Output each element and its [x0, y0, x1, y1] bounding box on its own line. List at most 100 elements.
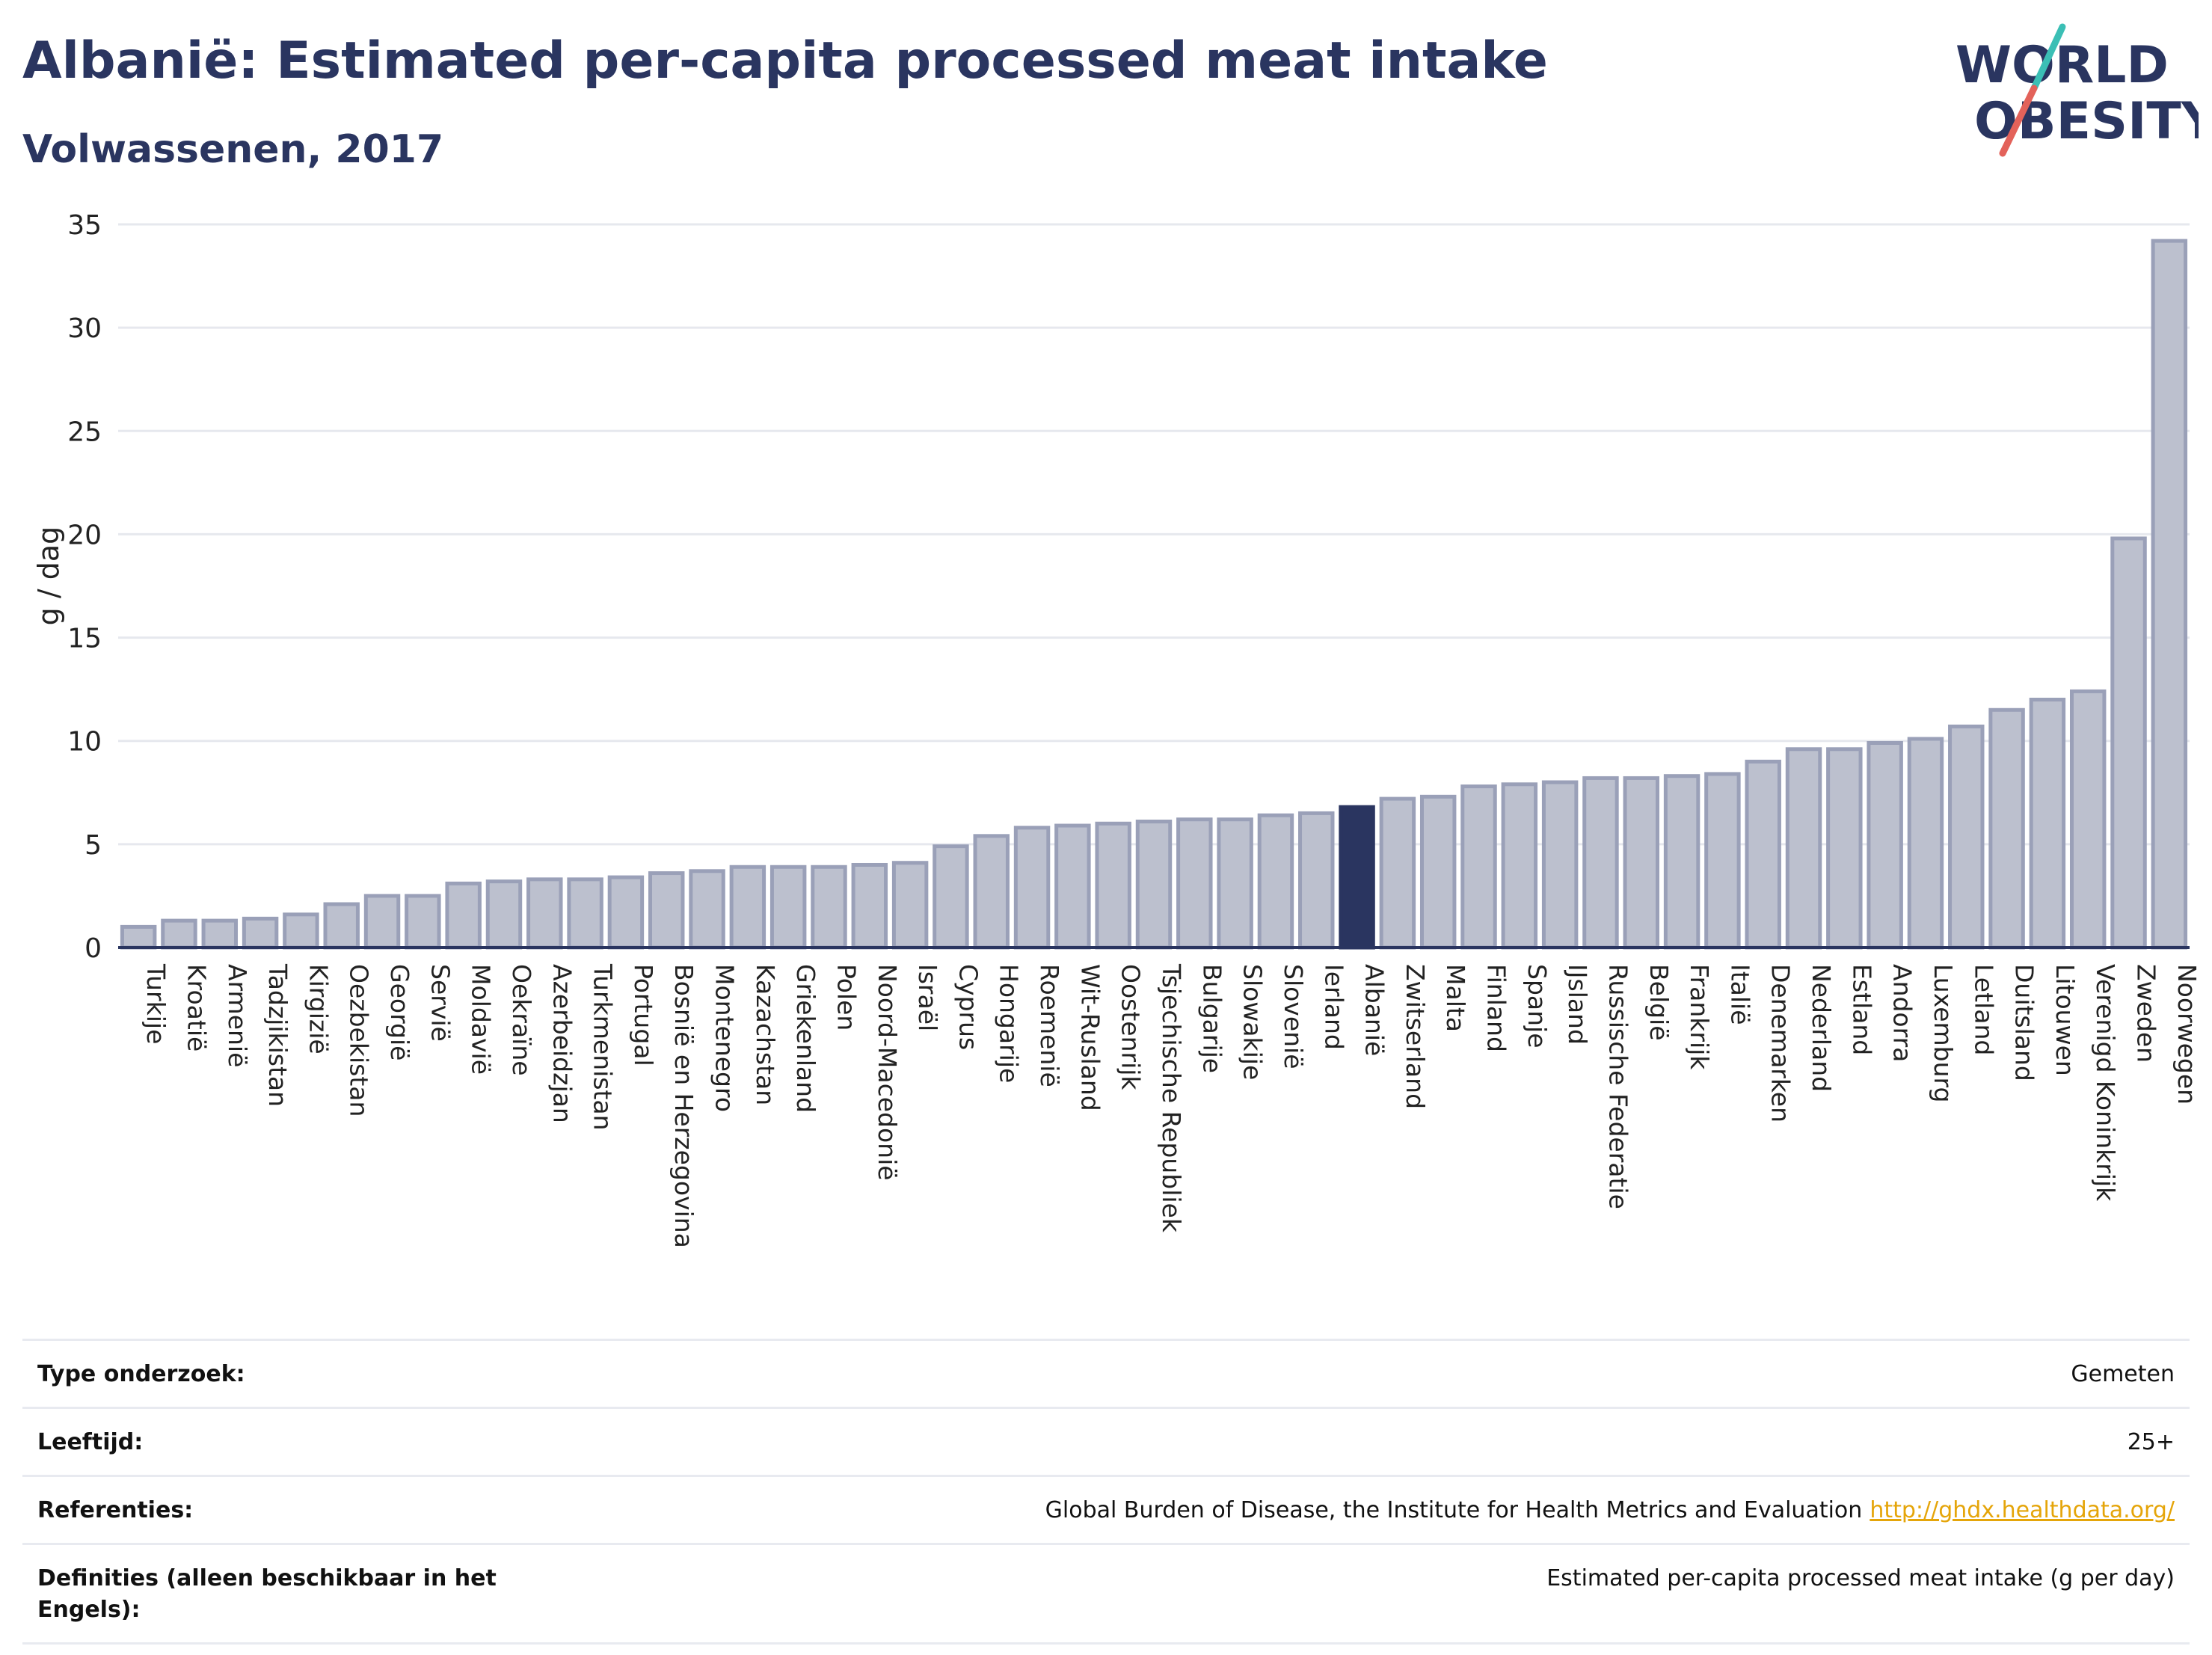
y-tick-label: 25: [67, 417, 102, 447]
bar[interactable]: [1582, 776, 1619, 950]
bar[interactable]: [1907, 737, 1944, 950]
bar[interactable]: [1867, 740, 1903, 950]
bar[interactable]: [323, 902, 360, 950]
axes: 0 5 10 15 20 25 30 35: [67, 210, 2190, 964]
info-table: Type onderzoek: Gemeten Leeftijd: 25+ Refere…: [22, 1339, 2190, 1645]
bar[interactable]: [2069, 689, 2107, 950]
x-tick-label: Israël: [913, 964, 942, 1031]
x-tick-label: Tadzjikistan: [263, 963, 292, 1107]
x-tick-label: Luxemburg: [1929, 964, 1958, 1102]
bar[interactable]: [933, 844, 969, 950]
x-tick-label: Verenigd Koninkrijk: [2091, 964, 2120, 1202]
x-tick-label: Azerbeidzjan: [547, 964, 577, 1123]
y-axis-title: g / dag: [32, 526, 65, 626]
bar[interactable]: [648, 871, 685, 950]
bar[interactable]: [769, 865, 807, 950]
x-tick-label: Slovenië: [1279, 964, 1308, 1069]
info-key: Leeftijd:: [37, 1429, 144, 1455]
bar[interactable]: [1623, 776, 1659, 950]
bar[interactable]: [567, 877, 603, 950]
bar[interactable]: [1745, 759, 1781, 950]
x-tick-label: Kazachstan: [751, 964, 780, 1105]
bar[interactable]: [161, 918, 197, 950]
x-tick-label: IJsland: [1563, 964, 1592, 1045]
x-tick-label: Bulgarije: [1197, 964, 1226, 1073]
bar[interactable]: [1095, 821, 1131, 950]
bar[interactable]: [851, 862, 888, 950]
bar[interactable]: [1948, 724, 1985, 950]
info-value: Estimated per-capita processed meat inta…: [1546, 1563, 2175, 1594]
bar[interactable]: [445, 881, 482, 950]
x-tick-label: Denemarken: [1766, 964, 1795, 1123]
x-tick-label: Malta: [1441, 964, 1470, 1032]
bar[interactable]: [526, 877, 563, 950]
x-tick-label: Tsjechische Republiek: [1157, 963, 1186, 1233]
bar[interactable]: [729, 865, 766, 950]
y-tick-label: 35: [67, 210, 102, 241]
bar[interactable]: [811, 865, 847, 950]
info-row: Type onderzoek: Gemeten: [22, 1339, 2190, 1407]
bar[interactable]: [1379, 796, 1416, 950]
bar[interactable]: [973, 834, 1010, 950]
bar[interactable]: [1054, 823, 1091, 950]
bar[interactable]: [1013, 826, 1051, 950]
info-value-text: 25+: [2127, 1429, 2175, 1455]
bar[interactable]: [1217, 817, 1253, 950]
bar[interactable]: [891, 861, 929, 950]
bar[interactable]: [405, 894, 441, 950]
bar[interactable]: [1257, 813, 1294, 950]
bar[interactable]: [363, 894, 401, 950]
bar[interactable]: [607, 875, 645, 950]
bar[interactable]: [689, 869, 725, 950]
x-tick-label: Noord-Macedonië: [873, 964, 902, 1181]
bar[interactable]: [1988, 707, 2025, 950]
bar[interactable]: [1460, 784, 1497, 950]
x-tick-label: Polen: [832, 964, 861, 1031]
bar[interactable]: [1541, 780, 1579, 950]
bar[interactable]: [2110, 536, 2147, 950]
bar[interactable]: [1419, 794, 1457, 950]
bar[interactable]: [1135, 819, 1173, 950]
bar[interactable]: [1704, 772, 1741, 950]
x-tick-label: Oezbekistan: [345, 964, 374, 1117]
y-tick-label: 0: [85, 933, 102, 964]
x-tick-label: Hongarije: [995, 964, 1024, 1083]
bar[interactable]: [1501, 782, 1538, 950]
x-tick-label: Ierland: [1319, 964, 1348, 1050]
bar[interactable]: [201, 918, 239, 950]
y-tick-label: 10: [67, 727, 102, 758]
x-tick-label: België: [1644, 964, 1674, 1041]
x-tick-label: Cyprus: [953, 964, 983, 1050]
bar[interactable]: [1826, 747, 1863, 950]
x-tick-label: Wit-Rusland: [1075, 964, 1105, 1111]
y-tick-label: 30: [67, 313, 102, 344]
x-tick-label: Portugal: [629, 964, 658, 1066]
logo-slash-teal: [2030, 23, 2066, 92]
x-tick-label: Nederland: [1807, 964, 1836, 1092]
bar[interactable]: [1298, 811, 1335, 950]
logo-line1: WORLD: [1956, 36, 2169, 95]
bar-highlighted[interactable]: [1339, 805, 1375, 950]
bar[interactable]: [2151, 239, 2188, 950]
bar[interactable]: [283, 912, 319, 950]
x-tick-label: Italië: [1725, 964, 1754, 1025]
bar[interactable]: [1176, 817, 1213, 950]
x-tick-label: Kirgizië: [304, 964, 333, 1054]
bar[interactable]: [242, 916, 279, 950]
y-tick-label: 20: [67, 520, 102, 550]
bar-chart: 0 5 10 15 20 25 30 35 Turkije Kroatië Armenië Tadz…: [32, 210, 2202, 1248]
info-value: 25+: [2127, 1427, 2175, 1458]
info-key: Definities (alleen beschikbaar in het En…: [37, 1565, 497, 1623]
bar[interactable]: [1785, 747, 1822, 950]
x-tick-label: Turkmenistan: [589, 963, 618, 1131]
x-tick-label: Kroatië: [182, 964, 211, 1051]
bar[interactable]: [1663, 774, 1701, 950]
bar[interactable]: [120, 924, 157, 950]
bar[interactable]: [2029, 697, 2066, 950]
x-tick-label: Frankrijk: [1685, 964, 1714, 1070]
reference-link[interactable]: http://ghdx.healthdata.org/: [1870, 1497, 2175, 1523]
info-key: Referenties:: [37, 1497, 194, 1523]
x-tick-label: Georgië: [385, 964, 414, 1060]
bar[interactable]: [485, 879, 523, 950]
x-tick-label: Duitsland: [2010, 964, 2039, 1081]
